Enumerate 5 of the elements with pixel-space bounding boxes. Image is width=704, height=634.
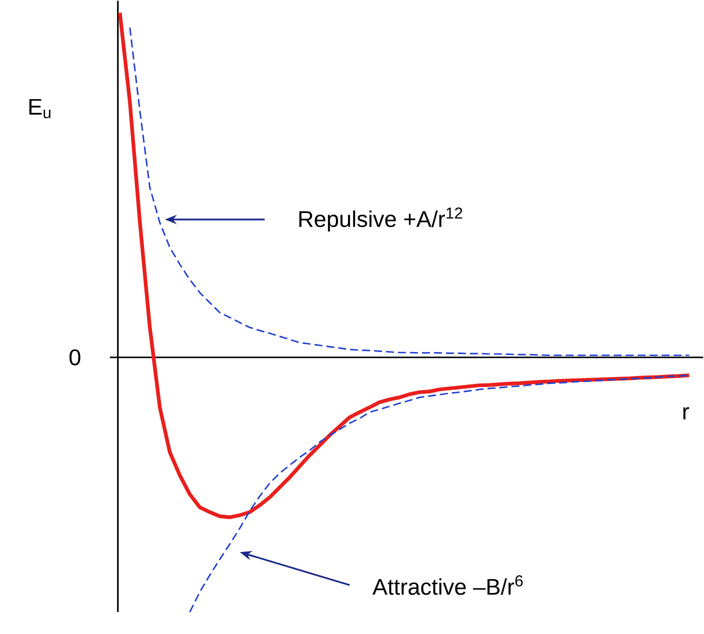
- y-axis-title: E$_{u}$: [29, 99, 50, 118]
- annotation: Repulsive +A/r$^{12}$: [299, 207, 462, 232]
- x-axis-title: r: [683, 407, 690, 420]
- annotation: Attractive –B/r$^{6}$: [372, 575, 523, 595]
- text: 0: [69, 349, 80, 366]
